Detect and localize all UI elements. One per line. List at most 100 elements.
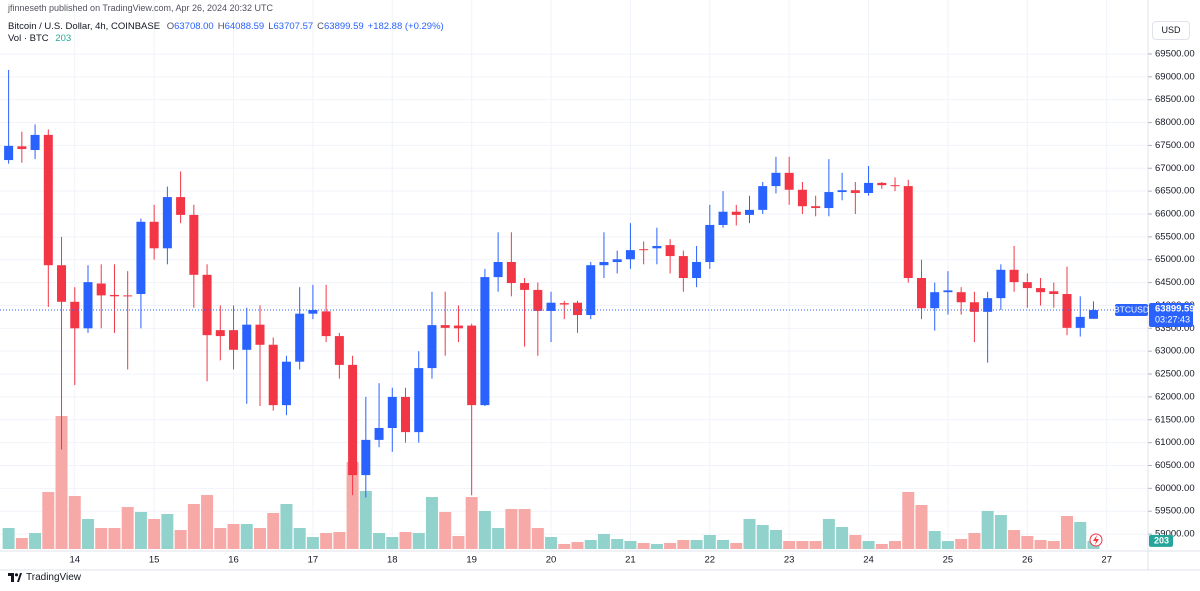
footer: TradingView: [8, 572, 81, 583]
volume-tag-label: 203: [1154, 535, 1169, 545]
y-tick-label: 59000.00: [1155, 529, 1195, 540]
volume-label: Vol · BTC: [8, 33, 49, 44]
candle-body: [176, 197, 186, 215]
candle-body: [943, 290, 953, 293]
volume-bar: [373, 533, 386, 549]
volume-bar: [134, 512, 147, 549]
badge-icon: [1093, 535, 1099, 545]
currency-button[interactable]: USD: [1152, 21, 1190, 40]
volume-bar: [981, 511, 994, 549]
candle-body: [1049, 291, 1059, 295]
volume-bar: [531, 528, 544, 549]
volume-bar: [201, 495, 214, 549]
volume-bar: [452, 536, 465, 549]
volume-bar: [690, 540, 703, 549]
candle-body: [123, 295, 133, 297]
volume-bar: [584, 540, 597, 549]
volume-tag: [1149, 534, 1173, 547]
x-tick-label: 21: [625, 555, 636, 566]
y-tick-label: 62500.00: [1155, 369, 1195, 380]
candle-body: [903, 186, 913, 279]
volume-bar: [320, 533, 333, 549]
volume-bar: [955, 539, 968, 549]
candle-body: [467, 325, 477, 406]
y-tick-label: 61500.00: [1155, 414, 1195, 425]
volume-bar: [743, 519, 756, 549]
volume-bar: [280, 504, 293, 549]
y-tick-label: 63000.00: [1155, 346, 1195, 357]
candle-body: [361, 439, 371, 476]
candle-body: [414, 368, 424, 433]
volume-bar: [915, 505, 928, 549]
volume-bar: [15, 538, 28, 549]
candle-body: [43, 134, 53, 266]
candle-body: [281, 361, 291, 406]
candle-body: [83, 282, 93, 329]
volume-bar: [849, 535, 862, 549]
candle-body: [718, 211, 728, 225]
volume-bars: [2, 416, 1100, 549]
volume-bar: [412, 533, 425, 549]
volume-bar: [439, 512, 452, 549]
candle-body: [599, 262, 609, 266]
x-tick-label: 24: [863, 555, 874, 566]
ohlc-value: 63899.59: [324, 21, 364, 32]
y-tick-label: 63500.00: [1155, 323, 1195, 334]
candle-body: [559, 303, 569, 305]
y-tick-label: 69500.00: [1155, 48, 1195, 59]
volume-bar: [902, 492, 915, 549]
candle-body: [321, 311, 331, 337]
volume-bar: [55, 416, 68, 549]
y-tick-label: 68500.00: [1155, 94, 1195, 105]
x-tick-label: 26: [1022, 555, 1033, 566]
volume-bar: [611, 539, 624, 549]
candle-body: [731, 211, 741, 215]
y-tick-label: 65000.00: [1155, 254, 1195, 265]
ohlc-key: L: [268, 21, 274, 32]
x-tick-label: 14: [69, 555, 80, 566]
symbol: Bitcoin / U.S. Dollar, 4h, COINBASE: [8, 21, 161, 32]
y-tick-label: 62000.00: [1155, 391, 1195, 402]
x-tick-label: 23: [784, 555, 795, 566]
price-tag-label: 63899.59: [1155, 304, 1195, 315]
volume-bar: [558, 544, 571, 549]
volume-bar: [1074, 522, 1087, 549]
candle-body: [401, 396, 411, 433]
candle-body: [811, 206, 821, 209]
volume-bar: [399, 532, 412, 549]
volume-bar: [624, 541, 637, 549]
volume-bar: [822, 519, 835, 549]
y-tick-label: 68000.00: [1155, 117, 1195, 128]
candle-body: [824, 192, 834, 209]
ohlc-key: O: [166, 21, 175, 32]
countdown-label: 03:27:43: [1155, 314, 1190, 324]
x-tick-label: 22: [705, 555, 716, 566]
candle-body: [758, 186, 768, 210]
candle-body: [1036, 288, 1046, 293]
candle-body: [308, 310, 318, 314]
candle-body: [493, 262, 503, 278]
volume-bar: [478, 511, 491, 549]
candle-body: [440, 325, 450, 328]
volume-bar: [518, 509, 531, 549]
candle-body: [149, 221, 159, 249]
volume-bar: [677, 540, 690, 549]
candle-body: [387, 396, 397, 428]
candle-body: [17, 146, 27, 150]
candle-body: [1062, 294, 1072, 328]
volume-bar: [994, 515, 1007, 549]
candle-body: [4, 145, 14, 161]
candle-body: [864, 182, 874, 193]
candle-body: [268, 344, 278, 406]
candle-body: [797, 189, 807, 207]
volume-bar: [161, 514, 174, 549]
volume-bar: [95, 528, 108, 549]
symbol-tag: [1115, 304, 1148, 317]
volume-bar: [862, 541, 875, 549]
candle-body: [850, 190, 860, 193]
candles: [4, 69, 1098, 498]
candle-body: [625, 250, 635, 260]
volume-bar: [941, 541, 954, 549]
volume-bar: [664, 543, 677, 549]
